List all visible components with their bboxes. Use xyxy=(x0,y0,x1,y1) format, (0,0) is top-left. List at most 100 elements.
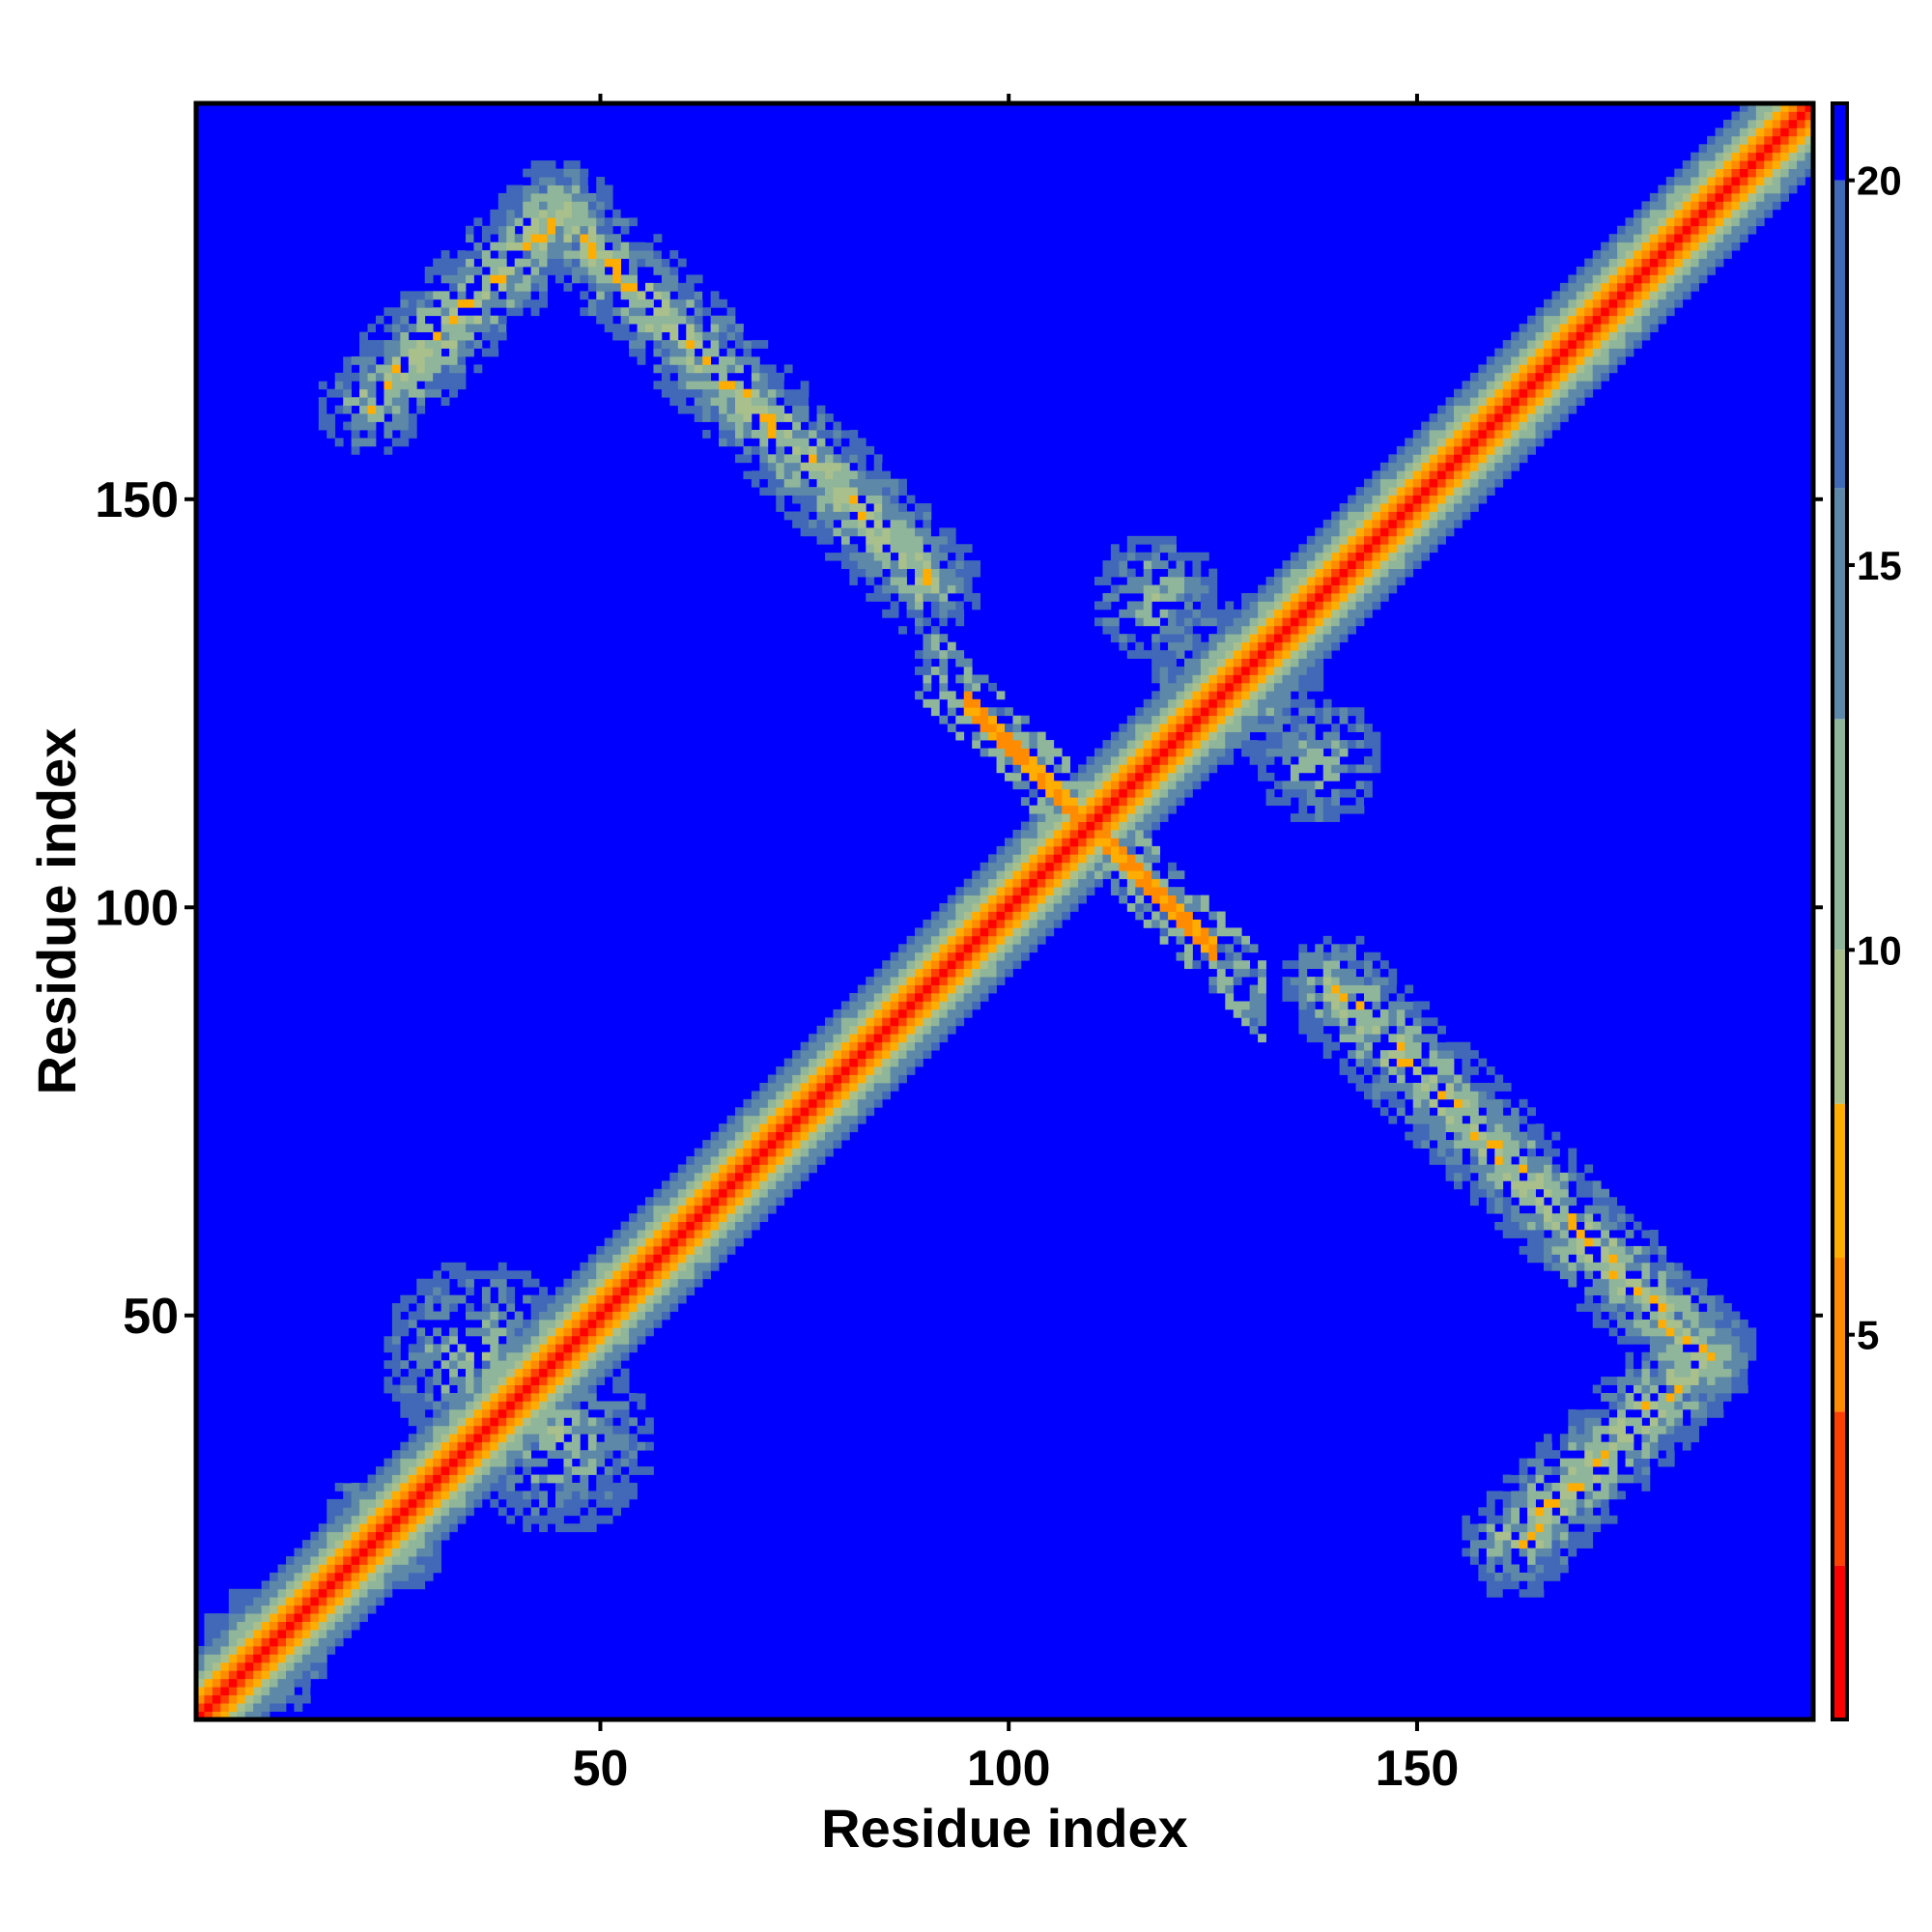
heatmap-cell xyxy=(963,1009,973,1018)
heatmap-cell xyxy=(1429,421,1438,431)
heatmap-cell xyxy=(334,1637,344,1647)
heatmap-cell xyxy=(1045,878,1055,888)
heatmap-cell xyxy=(1208,748,1218,757)
heatmap-cell xyxy=(497,1450,507,1460)
heatmap-cell xyxy=(449,1523,458,1533)
heatmap-cell xyxy=(424,1507,434,1517)
heatmap-cell xyxy=(710,1131,720,1141)
heatmap-cell xyxy=(1355,487,1365,496)
heatmap-cell xyxy=(669,1221,679,1231)
heatmap-cell xyxy=(816,438,826,447)
heatmap-cell xyxy=(645,234,654,243)
heatmap-cell xyxy=(1184,552,1193,561)
heatmap-cell xyxy=(604,1515,613,1524)
heatmap-cell xyxy=(620,1230,630,1238)
heatmap-cell xyxy=(555,1344,564,1353)
heatmap-cell xyxy=(930,935,940,945)
heatmap-cell xyxy=(1322,544,1332,554)
heatmap-cell xyxy=(767,487,777,496)
heatmap-cell xyxy=(1249,609,1259,618)
heatmap-cell xyxy=(1258,584,1266,594)
heatmap-cell xyxy=(1045,772,1055,781)
heatmap-cell xyxy=(270,1645,278,1655)
heatmap-cell xyxy=(1282,674,1292,684)
heatmap-cell xyxy=(1306,1017,1316,1027)
heatmap-cell xyxy=(449,258,458,268)
heatmap-cell xyxy=(514,1319,524,1328)
heatmap-cell xyxy=(237,1597,246,1606)
heatmap-cell xyxy=(1126,609,1136,618)
heatmap-cell xyxy=(416,1417,426,1427)
heatmap-cell xyxy=(1119,854,1128,864)
heatmap-cell xyxy=(833,1091,842,1100)
heatmap-cell xyxy=(930,650,940,659)
heatmap-cell xyxy=(767,421,777,431)
heatmap-cell xyxy=(759,397,769,407)
heatmap-cell xyxy=(1126,552,1136,561)
heatmap-cell xyxy=(726,397,736,407)
heatmap-cell xyxy=(629,1278,638,1288)
heatmap-cell xyxy=(906,1041,916,1051)
heatmap-cell xyxy=(212,1645,221,1655)
heatmap-cell xyxy=(1282,781,1292,790)
heatmap-cell xyxy=(400,1531,410,1541)
heatmap-cell xyxy=(376,1466,384,1475)
heatmap-cell xyxy=(506,1360,516,1370)
heatmap-cell xyxy=(555,266,564,275)
heatmap-cell xyxy=(653,1245,663,1255)
heatmap-cell xyxy=(1200,698,1209,708)
heatmap-cell xyxy=(220,1637,230,1647)
heatmap-cell xyxy=(400,1572,410,1581)
heatmap-cell xyxy=(530,201,540,211)
heatmap-cell xyxy=(1143,821,1152,831)
heatmap-cell xyxy=(1265,724,1275,733)
heatmap-cell xyxy=(873,535,883,545)
heatmap-cell xyxy=(1200,552,1209,561)
heatmap-cell xyxy=(440,1523,450,1533)
heatmap-cell xyxy=(367,355,377,365)
heatmap-cell xyxy=(1225,731,1235,741)
heatmap-cell xyxy=(416,1580,426,1590)
heatmap-cell xyxy=(783,1164,793,1174)
heatmap-cell xyxy=(1348,944,1356,953)
heatmap-cell xyxy=(1290,617,1299,627)
heatmap-cell xyxy=(1322,797,1332,807)
heatmap-cell xyxy=(334,1597,344,1606)
heatmap-cell xyxy=(473,1393,483,1402)
heatmap-cell xyxy=(1143,698,1152,708)
heatmap-cell xyxy=(612,1262,622,1271)
heatmap-cell xyxy=(376,1515,384,1524)
heatmap-cell xyxy=(408,429,417,439)
heatmap-cell xyxy=(391,388,401,398)
heatmap-cell xyxy=(726,1188,736,1198)
heatmap-cell xyxy=(866,1001,875,1010)
heatmap-cell xyxy=(620,209,630,218)
heatmap-cell xyxy=(301,1588,311,1598)
heatmap-cell xyxy=(253,1670,263,1680)
heatmap-cell xyxy=(1151,707,1161,717)
heatmap-cell xyxy=(939,674,949,684)
heatmap-cell xyxy=(1322,552,1332,561)
heatmap-cell xyxy=(612,209,622,218)
heatmap-cell xyxy=(547,1408,556,1418)
heatmap-cell xyxy=(1412,429,1422,439)
heatmap-cell xyxy=(1331,1017,1341,1027)
heatmap-cell xyxy=(555,177,564,185)
heatmap-cell xyxy=(612,250,622,259)
heatmap-cell xyxy=(825,1148,834,1157)
heatmap-cell xyxy=(571,1311,581,1321)
heatmap-cell xyxy=(1151,740,1161,749)
heatmap-cell xyxy=(376,1580,384,1590)
heatmap-cell xyxy=(277,1694,287,1704)
heatmap-cell xyxy=(710,1245,720,1255)
heatmap-cell xyxy=(391,397,401,407)
heatmap-cell xyxy=(514,1507,524,1517)
heatmap-cell xyxy=(1437,1066,1446,1075)
heatmap-cell xyxy=(890,1050,899,1059)
heatmap-cell xyxy=(661,1311,670,1321)
heatmap-cell xyxy=(327,1507,336,1517)
heatmap-cell xyxy=(530,234,540,243)
heatmap-cell xyxy=(857,478,867,488)
heatmap-cell xyxy=(1462,478,1471,488)
heatmap-cell xyxy=(440,1466,450,1475)
